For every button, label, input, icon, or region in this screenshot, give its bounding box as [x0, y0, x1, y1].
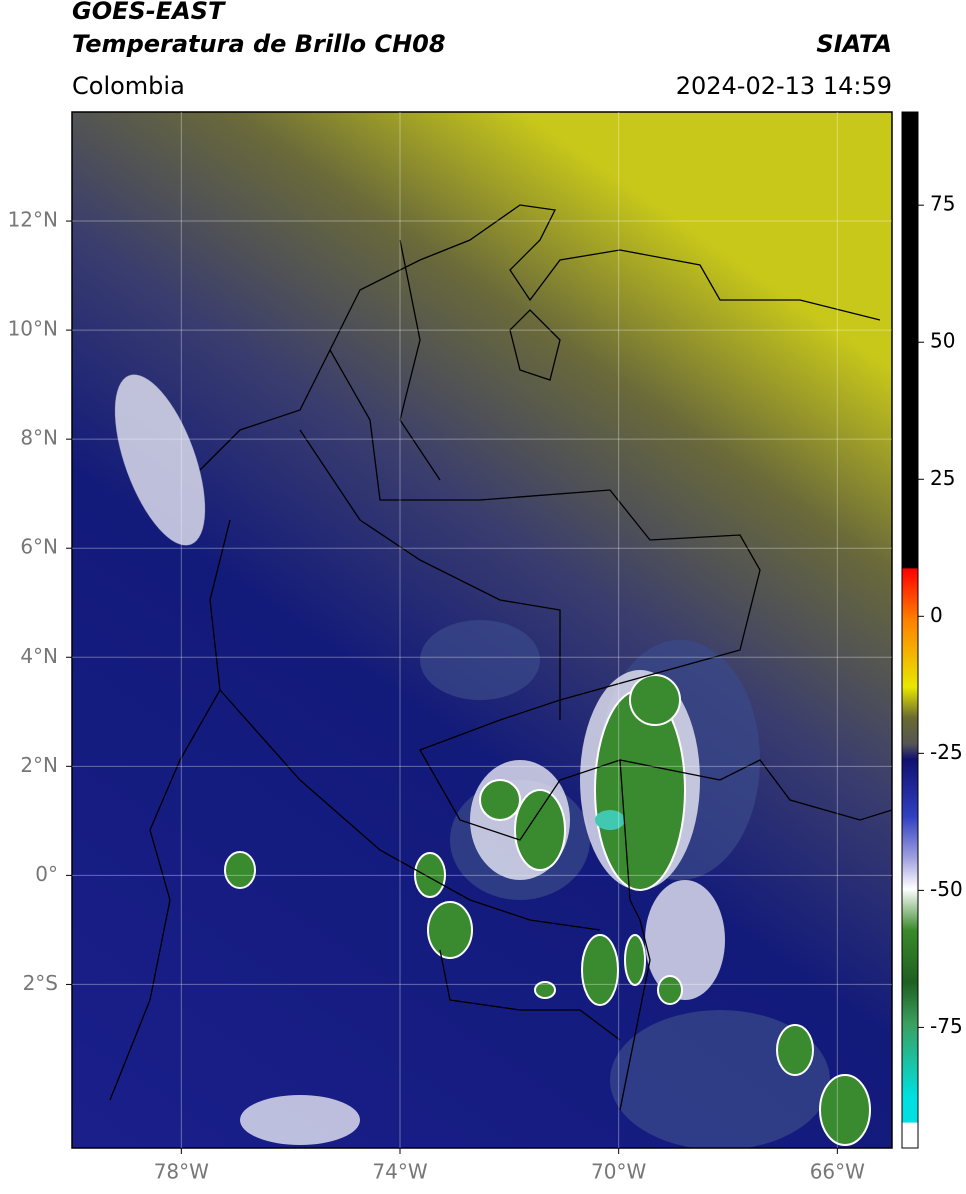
colorbar-label: -25 — [930, 740, 963, 764]
colorbar-label: -75 — [930, 1014, 963, 1038]
y-tick-label: 4°N — [20, 644, 58, 668]
region: Colombia — [72, 72, 185, 100]
colorbar-label: -50 — [930, 877, 963, 901]
title: GOES-EAST — [72, 0, 226, 25]
y-tick-label: 12°N — [8, 208, 58, 232]
colorbar — [901, 111, 919, 1149]
timestamp: 2024-02-13 14:59 — [676, 72, 892, 100]
subtitle: Temperatura de Brillo CH08 — [72, 30, 446, 58]
source: SIATA — [816, 30, 892, 58]
y-tick-label: 0° — [35, 862, 58, 886]
map-frame — [71, 111, 893, 1149]
x-tick-label: 78°W — [154, 1160, 209, 1184]
colorbar-label: 0 — [930, 603, 943, 627]
y-tick-label: 6°N — [20, 535, 58, 559]
x-tick-label: 70°W — [591, 1160, 646, 1184]
colorbar-label: 50 — [930, 329, 955, 353]
y-tick-label: 8°N — [20, 426, 58, 450]
y-tick-label: 10°N — [8, 317, 58, 341]
satellite-image — [72, 112, 892, 1148]
x-tick-label: 74°W — [372, 1160, 427, 1184]
y-tick-label: 2°S — [23, 971, 58, 995]
colorbar-label: 75 — [930, 192, 955, 216]
x-tick-label: 66°W — [810, 1160, 865, 1184]
y-tick-label: 2°N — [20, 753, 58, 777]
colorbar-label: 25 — [930, 466, 955, 490]
